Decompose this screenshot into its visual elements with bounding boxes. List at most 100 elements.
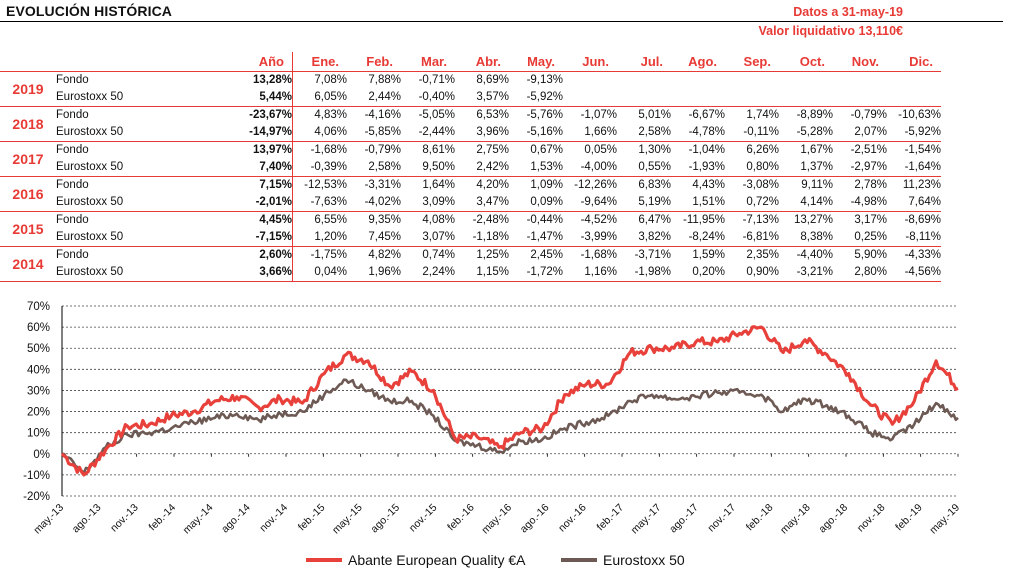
year-cell: 2015 xyxy=(0,211,56,247)
column-header: Ago. xyxy=(671,52,725,72)
header-spacer xyxy=(56,52,234,72)
monthly-return-cell: 4,43% xyxy=(692,179,725,191)
monthly-return-cell: -5,05% xyxy=(418,109,455,121)
monthly-return-cell: 5,01% xyxy=(638,109,671,121)
monthly-return-cell: 2,80% xyxy=(833,264,887,282)
monthly-return-cell: -10,63% xyxy=(898,109,941,121)
y-tick-label: -10% xyxy=(23,470,50,482)
monthly-return-cell: 7,88% xyxy=(368,74,401,86)
monthly-return-cell: -1,98% xyxy=(617,264,671,282)
column-header: Nov. xyxy=(833,52,887,72)
monthly-return-cell xyxy=(671,72,725,90)
y-tick-label: 50% xyxy=(27,343,50,355)
monthly-return-cell: -9,13% xyxy=(526,74,563,86)
monthly-return-cell: -2,51% xyxy=(850,144,887,156)
monthly-return-cell xyxy=(779,72,833,90)
annual-return-cell: -2,01% xyxy=(234,194,293,212)
monthly-return-cell: 1,51% xyxy=(671,194,725,212)
x-tick-label: may.-14 xyxy=(181,502,216,537)
annual-return-cell: 7,15% xyxy=(234,176,293,194)
monthly-return-cell xyxy=(671,89,725,107)
monthly-return-cell: 1,30% xyxy=(638,144,671,156)
monthly-return-cell xyxy=(887,72,941,90)
monthly-return-cell: 2,58% xyxy=(617,124,671,142)
performance-chart: -20%-10%0%10%20%30%40%50%60%70%may.-13 ag… xyxy=(23,301,962,537)
monthly-return-cell xyxy=(833,89,887,107)
x-tick-label: nov.-14 xyxy=(257,502,290,535)
monthly-return-cell: -1,93% xyxy=(671,159,725,177)
monthly-return-cell: 0,09% xyxy=(509,194,563,212)
monthly-return-cell: -8,89% xyxy=(796,109,833,121)
monthly-return-cell: 7,08% xyxy=(314,74,347,86)
monthly-return-cell: -2,97% xyxy=(833,159,887,177)
monthly-return-cell: 0,04% xyxy=(292,264,347,282)
column-header: Jun. xyxy=(563,52,617,72)
annual-return-cell: 5,44% xyxy=(234,89,293,107)
legend-label-fund: Abante European Quality €A xyxy=(348,552,526,568)
monthly-return-cell xyxy=(887,89,941,107)
title-divider xyxy=(0,21,1003,22)
monthly-return-cell: 1,53% xyxy=(509,159,563,177)
year-cell: 2019 xyxy=(0,71,56,107)
monthly-return-cell: 1,74% xyxy=(746,109,779,121)
monthly-return-cell: -1,47% xyxy=(509,229,563,247)
monthly-return-cell: 1,64% xyxy=(422,179,455,191)
monthly-return-cell: -11,95% xyxy=(683,214,725,226)
monthly-return-cell: 0,20% xyxy=(671,264,725,282)
monthly-return-cell: 2,45% xyxy=(530,249,563,261)
monthly-return-cell: 3,96% xyxy=(455,124,509,142)
x-tick-label: ago.-14 xyxy=(219,502,253,536)
monthly-return-cell: -4,16% xyxy=(364,109,401,121)
monthly-return-cell: 1,25% xyxy=(476,249,509,261)
monthly-return-cell: 1,66% xyxy=(563,124,617,142)
x-tick-label: ago.-15 xyxy=(368,502,402,536)
row-label: Eurostoxx 50 xyxy=(56,159,234,177)
monthly-return-cell: 6,05% xyxy=(292,89,347,107)
y-tick-label: 70% xyxy=(27,301,50,313)
monthly-return-cell: -1,07% xyxy=(580,109,617,121)
monthly-return-cell: 8,61% xyxy=(422,144,455,156)
monthly-return-cell xyxy=(725,89,779,107)
monthly-return-cell: 6,47% xyxy=(638,214,671,226)
monthly-return-cell: 5,90% xyxy=(854,249,887,261)
monthly-return-cell: -5,85% xyxy=(347,124,401,142)
table-row: Eurostoxx 50 -7,15% 1,20% 7,45% 3,07% -1,18% -… xyxy=(0,229,941,247)
monthly-return-cell: -5,76% xyxy=(526,109,563,121)
monthly-return-cell: -1,64% xyxy=(887,159,941,177)
x-tick-label: feb.-17 xyxy=(595,502,627,534)
data-date: Datos a 31-may-19 xyxy=(793,5,903,19)
legend-item-fund: Abante European Quality €A xyxy=(306,552,525,568)
monthly-return-cell: 9,35% xyxy=(368,214,401,226)
x-tick-label: may.-17 xyxy=(629,502,664,537)
nav-value: Valor liquidativo 13,110€ xyxy=(758,24,903,38)
monthly-return-cell: 4,83% xyxy=(314,109,347,121)
monthly-return-cell: -12,53% xyxy=(304,179,347,191)
monthly-return-cell: 2,44% xyxy=(347,89,401,107)
monthly-return-cell: 6,83% xyxy=(638,179,671,191)
annual-return-cell: -23,67% xyxy=(234,106,293,124)
monthly-return-cell: 0,67% xyxy=(530,144,563,156)
monthly-return-cell: 1,37% xyxy=(779,159,833,177)
monthly-return-cell xyxy=(617,72,671,90)
row-label: Fondo xyxy=(56,109,89,121)
monthly-return-cell: 1,09% xyxy=(530,179,563,191)
monthly-return-cell: -4,52% xyxy=(580,214,617,226)
x-tick-label: feb.-14 xyxy=(147,502,179,534)
x-tick-label: nov.-16 xyxy=(556,502,589,535)
monthly-return-cell: -4,00% xyxy=(563,159,617,177)
monthly-return-cell: -4,40% xyxy=(796,249,833,261)
y-tick-label: -20% xyxy=(23,491,50,503)
monthly-return-cell: 0,80% xyxy=(725,159,779,177)
monthly-return-cell: 2,75% xyxy=(476,144,509,156)
monthly-return-cell: -4,98% xyxy=(833,194,887,212)
x-tick-label: may.-18 xyxy=(778,502,813,537)
x-tick-label: may.-19 xyxy=(927,502,962,537)
column-header: Jul. xyxy=(617,52,671,72)
x-tick-label: feb.-15 xyxy=(296,502,328,534)
year-cell: 2016 xyxy=(0,176,56,212)
monthly-return-cell xyxy=(725,72,779,90)
year-cell: 2014 xyxy=(0,246,56,282)
monthly-return-cell: -1,04% xyxy=(688,144,725,156)
monthly-return-cell: 9,11% xyxy=(801,179,833,191)
annual-return-cell: 4,45% xyxy=(234,211,293,229)
